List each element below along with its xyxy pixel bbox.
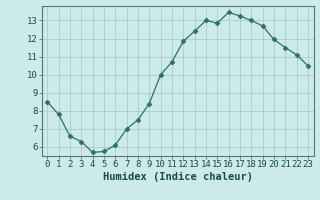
X-axis label: Humidex (Indice chaleur): Humidex (Indice chaleur) [103, 172, 252, 182]
